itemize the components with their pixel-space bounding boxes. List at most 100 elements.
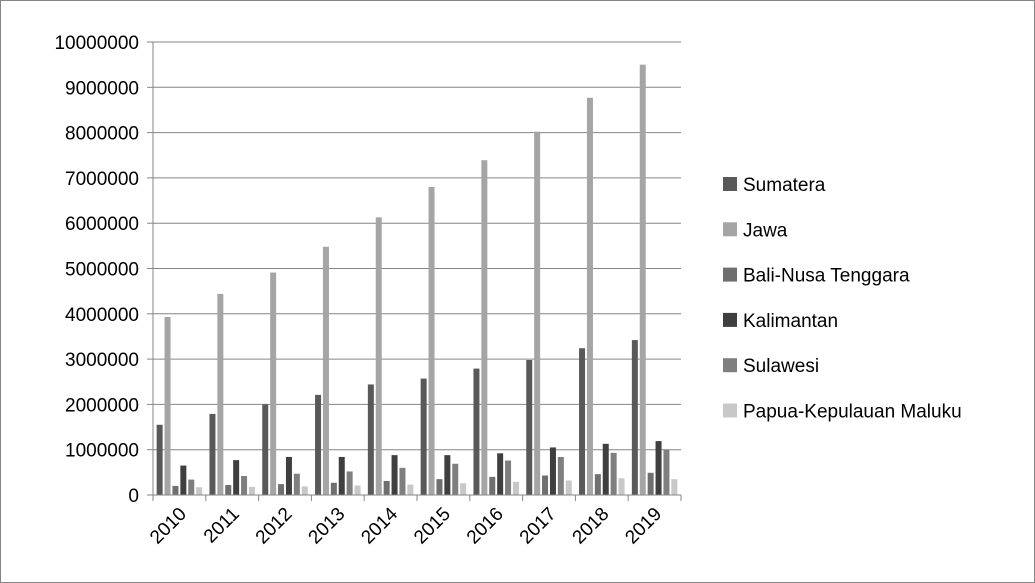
bars bbox=[156, 64, 678, 496]
bar-bali-nusa-tenggara-2012 bbox=[278, 484, 285, 495]
bar-papua-kepulauan-maluku-2011 bbox=[248, 486, 255, 495]
x-tick-label: 2017 bbox=[516, 504, 561, 549]
legend: Sumatera Jawa Bali-Nusa Tenggara Kalimantan… bbox=[723, 175, 962, 423]
x-tick-label: 2013 bbox=[305, 504, 350, 549]
bar-sulawesi-2013 bbox=[346, 471, 353, 495]
bar-jawa-2017 bbox=[534, 131, 541, 495]
gridlines bbox=[153, 41, 681, 451]
bar-kalimantan-2012 bbox=[285, 456, 292, 495]
bar-sulawesi-2018 bbox=[610, 452, 617, 495]
bar-sumatera-2012 bbox=[262, 404, 269, 495]
legend-label: Bali-Nusa Tenggara bbox=[743, 266, 910, 287]
bar-sumatera-2018 bbox=[579, 348, 586, 495]
y-tick-label: 6000000 bbox=[65, 214, 139, 235]
y-tick-label: 7000000 bbox=[65, 169, 139, 190]
legend-label: Papua-Kepulauan Maluku bbox=[743, 402, 962, 423]
y-tick-label: 3000000 bbox=[65, 350, 139, 371]
x-tick-label: 2014 bbox=[357, 503, 402, 548]
bar-papua-kepulauan-maluku-2019 bbox=[671, 479, 678, 495]
bar-papua-kepulauan-maluku-2016 bbox=[512, 481, 519, 495]
bar-papua-kepulauan-maluku-2018 bbox=[618, 478, 625, 495]
x-tick-label: 2011 bbox=[200, 504, 244, 548]
legend-swatch bbox=[723, 222, 737, 237]
y-tick-label: 10000000 bbox=[54, 33, 139, 54]
legend-label: Jawa bbox=[743, 220, 788, 241]
legend-swatch bbox=[723, 267, 737, 282]
bar-sumatera-2015 bbox=[420, 378, 427, 495]
bar-sulawesi-2012 bbox=[293, 473, 300, 495]
bar-jawa-2013 bbox=[322, 246, 329, 495]
legend-swatch bbox=[723, 403, 737, 418]
bar-bali-nusa-tenggara-2014 bbox=[383, 480, 390, 495]
bar-jawa-2019 bbox=[639, 64, 646, 496]
bar-papua-kepulauan-maluku-2015 bbox=[460, 483, 467, 495]
bar-kalimantan-2010 bbox=[180, 465, 187, 495]
bar-bali-nusa-tenggara-2016 bbox=[489, 476, 496, 495]
x-tick-label: 2019 bbox=[621, 504, 666, 549]
bar-kalimantan-2018 bbox=[602, 443, 609, 495]
bar-sulawesi-2011 bbox=[241, 475, 248, 495]
bar-sulawesi-2014 bbox=[399, 467, 406, 495]
y-tick-label: 9000000 bbox=[65, 78, 139, 99]
bar-jawa-2014 bbox=[375, 217, 382, 495]
bar-kalimantan-2017 bbox=[549, 447, 556, 495]
y-tick-label: 1000000 bbox=[65, 441, 139, 462]
bar-bali-nusa-tenggara-2017 bbox=[542, 475, 549, 495]
x-tick-labels: 2010 2011 2012 2013 2014 2015 2016 2017 2018 2019 bbox=[146, 503, 666, 548]
y-tick-labels: 0 1000000 2000000 3000000 4000000 5000000 6000… bbox=[54, 33, 139, 507]
legend-label: Kalimantan bbox=[743, 311, 838, 332]
bar-kalimantan-2016 bbox=[497, 453, 504, 495]
bar-sumatera-2017 bbox=[526, 360, 533, 495]
bar-jawa-2018 bbox=[586, 97, 593, 496]
bar-kalimantan-2011 bbox=[233, 460, 240, 495]
bar-sulawesi-2019 bbox=[663, 449, 670, 495]
y-tick-label: 2000000 bbox=[65, 395, 139, 416]
bar-jawa-2010 bbox=[164, 316, 171, 495]
legend-label: Sumatera bbox=[743, 175, 826, 196]
bar-jawa-2011 bbox=[217, 293, 224, 495]
bar-bali-nusa-tenggara-2019 bbox=[647, 472, 654, 495]
bar-papua-kepulauan-maluku-2014 bbox=[407, 484, 414, 495]
x-tick-label: 2015 bbox=[410, 504, 455, 549]
axes bbox=[147, 41, 682, 501]
bar-kalimantan-2015 bbox=[444, 455, 451, 495]
y-tick-label: 0 bbox=[128, 486, 139, 507]
bar-sumatera-2013 bbox=[315, 394, 322, 495]
bar-sulawesi-2010 bbox=[188, 479, 195, 495]
bar-sumatera-2011 bbox=[209, 413, 216, 495]
legend-label: Sulawesi bbox=[743, 356, 819, 377]
bar-sumatera-2014 bbox=[367, 384, 374, 495]
bar-jawa-2016 bbox=[481, 160, 488, 495]
y-tick-label: 5000000 bbox=[65, 260, 139, 281]
bar-sulawesi-2017 bbox=[557, 456, 564, 495]
bar-papua-kepulauan-maluku-2012 bbox=[301, 486, 308, 495]
legend-swatch bbox=[723, 358, 737, 373]
bar-bali-nusa-tenggara-2010 bbox=[172, 485, 179, 495]
bar-kalimantan-2019 bbox=[655, 441, 662, 495]
y-tick-label: 8000000 bbox=[65, 124, 139, 145]
bar-papua-kepulauan-maluku-2017 bbox=[565, 480, 572, 495]
x-tick-label: 2010 bbox=[146, 504, 191, 549]
bar-sumatera-2010 bbox=[156, 424, 163, 495]
x-tick-label: 2016 bbox=[463, 504, 508, 549]
bar-papua-kepulauan-maluku-2010 bbox=[196, 487, 203, 495]
legend-swatch bbox=[723, 312, 737, 327]
bar-jawa-2015 bbox=[428, 186, 435, 495]
bar-sumatera-2016 bbox=[473, 368, 480, 495]
legend-swatch bbox=[723, 177, 737, 191]
bar-kalimantan-2013 bbox=[338, 456, 345, 495]
bar-sulawesi-2016 bbox=[505, 460, 512, 495]
bar-papua-kepulauan-maluku-2013 bbox=[354, 485, 361, 495]
bar-bali-nusa-tenggara-2013 bbox=[330, 482, 337, 495]
bar-sulawesi-2015 bbox=[452, 463, 459, 495]
bar-kalimantan-2014 bbox=[391, 455, 398, 495]
bar-jawa-2012 bbox=[270, 272, 277, 495]
bar-bali-nusa-tenggara-2015 bbox=[436, 479, 443, 495]
x-tick-label: 2012 bbox=[252, 504, 297, 549]
bar-bali-nusa-tenggara-2018 bbox=[594, 474, 601, 495]
y-tick-label: 4000000 bbox=[65, 305, 139, 326]
x-tick-label: 2018 bbox=[569, 504, 614, 549]
bar-sumatera-2019 bbox=[631, 340, 638, 495]
